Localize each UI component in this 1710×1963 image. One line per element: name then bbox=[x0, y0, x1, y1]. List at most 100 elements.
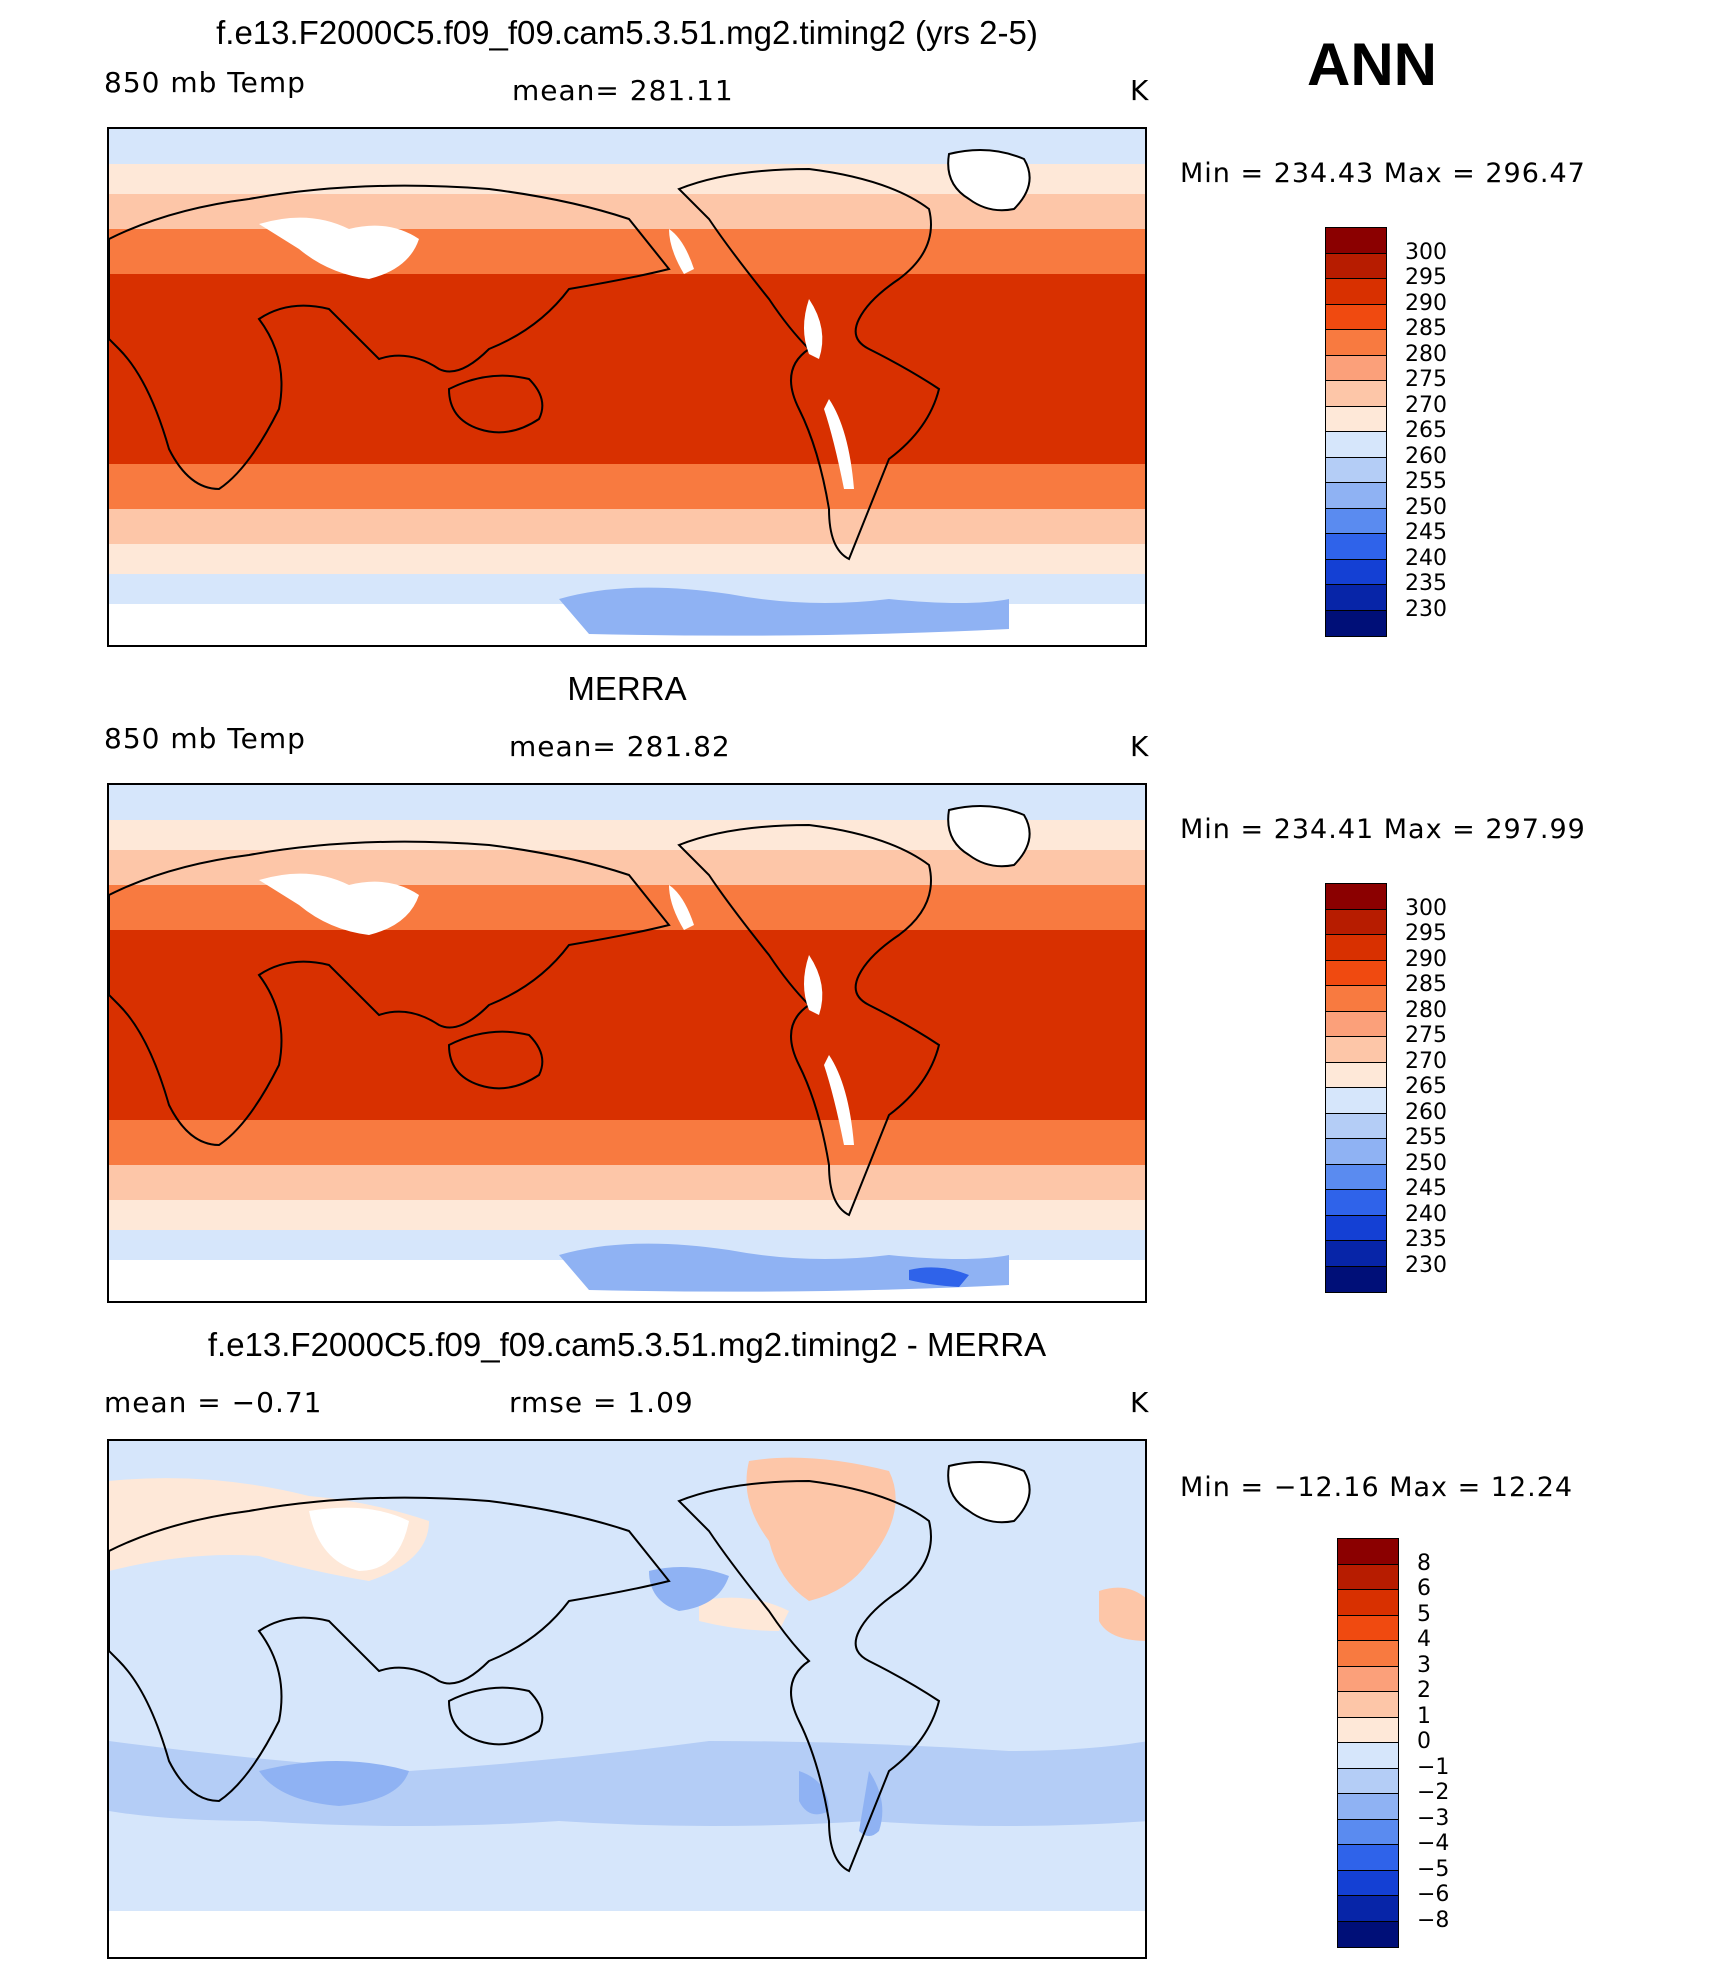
colorbar-swatch bbox=[1338, 1641, 1398, 1667]
colorbar-swatch bbox=[1326, 304, 1386, 330]
colorbar-tick-label: 230 bbox=[1405, 1252, 1447, 1278]
colorbar-tick-label: 5 bbox=[1417, 1601, 1431, 1627]
colorbar-tick-label: 300 bbox=[1405, 895, 1447, 921]
panel-3-colorbar bbox=[1337, 1538, 1399, 1948]
colorbar-tick-label: 250 bbox=[1405, 1150, 1447, 1176]
colorbar-swatch bbox=[1326, 1215, 1386, 1241]
panel-1-title: f.e13.F2000C5.f09_f09.cam5.3.51.mg2.timi… bbox=[216, 14, 1038, 51]
colorbar-tick-label: 275 bbox=[1405, 367, 1447, 392]
colorbar-swatch bbox=[1338, 1921, 1398, 1947]
colorbar-swatch bbox=[1326, 381, 1386, 407]
panel-3-mean-label: mean = −0.71 bbox=[104, 1386, 323, 1419]
colorbar-swatch bbox=[1338, 1615, 1398, 1641]
panel-3-map bbox=[107, 1439, 1147, 1959]
colorbar-tick-label: 8 bbox=[1417, 1550, 1431, 1576]
colorbar-swatch bbox=[1338, 1692, 1398, 1718]
panel-2-mean-label: mean= 281.82 bbox=[509, 730, 731, 763]
colorbar-tick-label: 260 bbox=[1405, 443, 1447, 469]
colorbar-swatch bbox=[1326, 585, 1386, 611]
panel-2-units: K bbox=[1130, 730, 1150, 763]
colorbar-tick-label: 280 bbox=[1405, 341, 1447, 367]
colorbar-swatch bbox=[1326, 935, 1386, 961]
colorbar-swatch bbox=[1338, 1564, 1398, 1590]
colorbar-swatch bbox=[1326, 1037, 1386, 1063]
colorbar-swatch bbox=[1338, 1819, 1398, 1845]
panel-3-rmse-label: rmse = 1.09 bbox=[509, 1386, 694, 1419]
colorbar-tick-label: 245 bbox=[1405, 520, 1447, 545]
colorbar-swatch bbox=[1338, 1666, 1398, 1692]
colorbar-swatch bbox=[1326, 432, 1386, 458]
panel-2-colorbar bbox=[1325, 883, 1387, 1293]
panel-1-colorbar bbox=[1325, 227, 1387, 637]
colorbar-swatch bbox=[1338, 1870, 1398, 1896]
colorbar-tick-label: 255 bbox=[1405, 1125, 1447, 1150]
colorbar-tick-label: 280 bbox=[1405, 997, 1447, 1023]
colorbar-tick-label: 270 bbox=[1405, 392, 1447, 418]
colorbar-tick-label: −2 bbox=[1417, 1780, 1450, 1805]
panel-3-units: K bbox=[1130, 1386, 1150, 1419]
colorbar-tick-label: 295 bbox=[1405, 921, 1447, 946]
colorbar-swatch bbox=[1338, 1845, 1398, 1871]
colorbar-tick-label: 300 bbox=[1405, 239, 1447, 265]
colorbar-tick-label: 1 bbox=[1417, 1703, 1431, 1729]
panel-1-units: K bbox=[1130, 74, 1150, 107]
colorbar-tick-label: 230 bbox=[1405, 596, 1447, 622]
colorbar-swatch bbox=[1326, 610, 1386, 636]
colorbar-tick-label: −8 bbox=[1417, 1907, 1450, 1933]
panel-2-minmax: Min = 234.41 Max = 297.99 bbox=[1180, 814, 1586, 845]
colorbar-tick-label: −5 bbox=[1417, 1856, 1450, 1882]
colorbar-swatch bbox=[1326, 406, 1386, 432]
colorbar-tick-label: 265 bbox=[1405, 418, 1447, 443]
panel-3-title: f.e13.F2000C5.f09_f09.cam5.3.51.mg2.timi… bbox=[207, 1326, 1047, 1363]
colorbar-tick-label: 290 bbox=[1405, 290, 1447, 316]
panel-1-mean-label: mean= 281.11 bbox=[512, 74, 734, 107]
panel-1-variable-label: 850 mb Temp bbox=[104, 66, 306, 99]
colorbar-tick-label: 270 bbox=[1405, 1048, 1447, 1074]
colorbar-swatch bbox=[1326, 483, 1386, 509]
colorbar-swatch bbox=[1326, 228, 1386, 254]
colorbar-tick-label: −1 bbox=[1417, 1754, 1450, 1780]
panel-3-map-svg bbox=[109, 1441, 1145, 1957]
colorbar-swatch bbox=[1326, 1113, 1386, 1139]
colorbar-swatch bbox=[1326, 253, 1386, 279]
colorbar-tick-label: 235 bbox=[1405, 1227, 1447, 1252]
colorbar-tick-label: 2 bbox=[1417, 1678, 1431, 1703]
colorbar-tick-label: 245 bbox=[1405, 1176, 1447, 1201]
colorbar-swatch bbox=[1326, 559, 1386, 585]
colorbar-swatch bbox=[1326, 1011, 1386, 1037]
colorbar-swatch bbox=[1338, 1896, 1398, 1922]
colorbar-tick-label: −6 bbox=[1417, 1882, 1450, 1907]
colorbar-swatch bbox=[1338, 1743, 1398, 1769]
colorbar-tick-label: 295 bbox=[1405, 265, 1447, 290]
colorbar-swatch bbox=[1326, 909, 1386, 935]
colorbar-tick-label: 4 bbox=[1417, 1627, 1431, 1652]
colorbar-swatch bbox=[1338, 1590, 1398, 1616]
colorbar-swatch bbox=[1338, 1539, 1398, 1565]
colorbar-swatch bbox=[1326, 986, 1386, 1012]
colorbar-tick-label: 0 bbox=[1417, 1729, 1431, 1754]
colorbar-swatch bbox=[1338, 1717, 1398, 1743]
panel-1-minmax: Min = 234.43 Max = 296.47 bbox=[1180, 158, 1586, 189]
colorbar-swatch bbox=[1326, 960, 1386, 986]
panel-1-map bbox=[107, 127, 1147, 647]
panel-3-minmax: Min = −12.16 Max = 12.24 bbox=[1180, 1472, 1574, 1503]
colorbar-swatch bbox=[1326, 355, 1386, 381]
panel-2-map bbox=[107, 783, 1147, 1303]
colorbar-tick-label: 6 bbox=[1417, 1576, 1431, 1601]
colorbar-swatch bbox=[1326, 279, 1386, 305]
colorbar-swatch bbox=[1338, 1794, 1398, 1820]
colorbar-swatch bbox=[1326, 457, 1386, 483]
panel-2-map-svg bbox=[109, 785, 1145, 1301]
colorbar-tick-label: 255 bbox=[1405, 469, 1447, 494]
colorbar-tick-label: 265 bbox=[1405, 1074, 1447, 1099]
colorbar-swatch bbox=[1326, 1139, 1386, 1165]
colorbar-swatch bbox=[1326, 1266, 1386, 1292]
colorbar-tick-label: 285 bbox=[1405, 972, 1447, 997]
colorbar-swatch bbox=[1326, 1190, 1386, 1216]
season-label: ANN bbox=[1307, 31, 1437, 98]
colorbar-swatch bbox=[1326, 534, 1386, 560]
colorbar-tick-label: 275 bbox=[1405, 1023, 1447, 1048]
colorbar-tick-label: 290 bbox=[1405, 946, 1447, 972]
colorbar-tick-label: 250 bbox=[1405, 494, 1447, 520]
colorbar-swatch bbox=[1326, 1062, 1386, 1088]
